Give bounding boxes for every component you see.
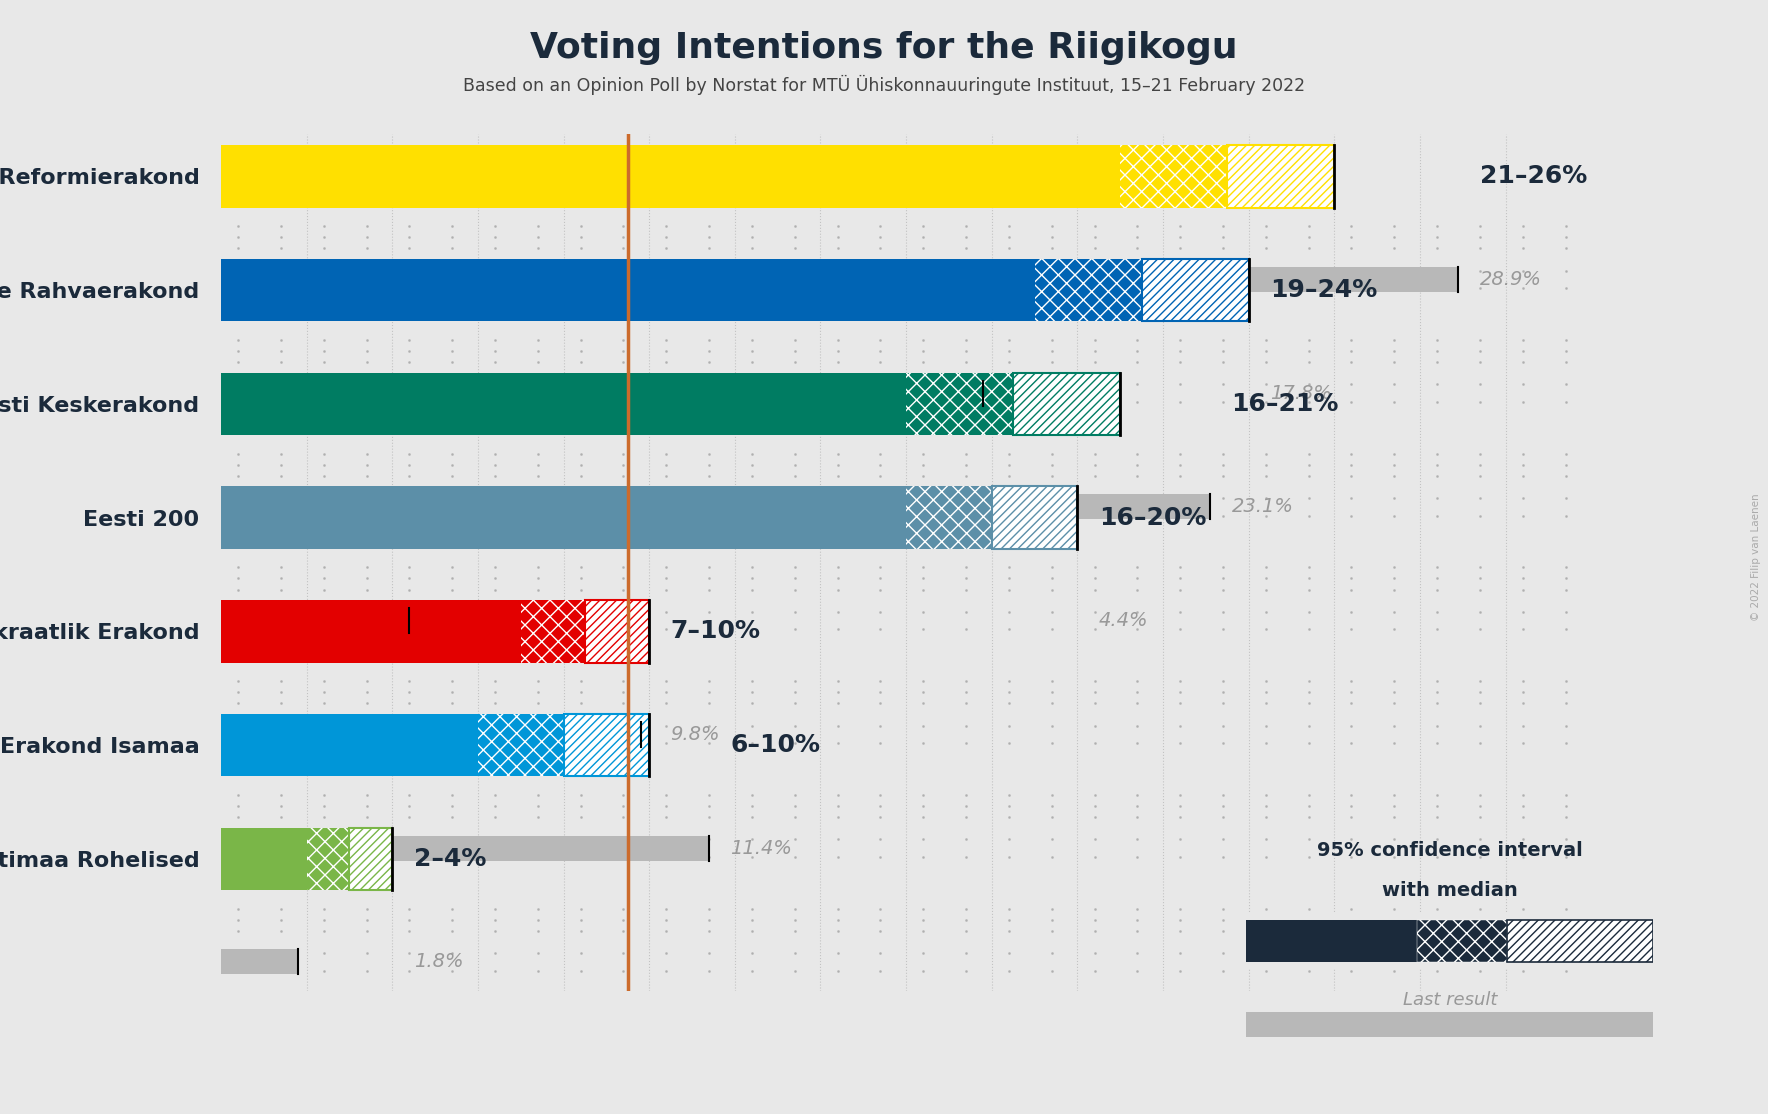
- Text: 6–10%: 6–10%: [730, 733, 820, 758]
- Bar: [1013, 372, 1121, 436]
- Bar: [1506, 920, 1653, 962]
- Bar: [221, 145, 1121, 207]
- Bar: [1246, 920, 1418, 962]
- Text: 9.8%: 9.8%: [670, 725, 720, 744]
- Bar: [907, 372, 1013, 436]
- Bar: [221, 600, 522, 663]
- Bar: [221, 608, 410, 633]
- Bar: [1246, 1013, 1653, 1037]
- Bar: [221, 714, 477, 776]
- Text: 4.4%: 4.4%: [1098, 612, 1147, 631]
- Text: Based on an Opinion Poll by Norstat for MTÜ Ühiskonnauuringute Instituut, 15–21 : Based on an Opinion Poll by Norstat for …: [463, 75, 1305, 95]
- Bar: [221, 495, 1209, 519]
- Text: 2–4%: 2–4%: [414, 847, 486, 871]
- Bar: [1121, 145, 1227, 207]
- Bar: [585, 600, 649, 663]
- Bar: [477, 714, 564, 776]
- Text: 11.4%: 11.4%: [730, 839, 792, 858]
- Bar: [1034, 258, 1142, 322]
- Text: 19–24%: 19–24%: [1269, 278, 1377, 302]
- Bar: [221, 836, 709, 861]
- Bar: [992, 487, 1077, 549]
- Text: Voting Intentions for the Riigikogu: Voting Intentions for the Riigikogu: [530, 31, 1238, 66]
- Text: 1.8%: 1.8%: [414, 952, 463, 971]
- Bar: [221, 487, 907, 549]
- Bar: [221, 372, 907, 436]
- Text: Last result: Last result: [1402, 991, 1497, 1009]
- Bar: [221, 949, 299, 975]
- Bar: [221, 381, 983, 405]
- Bar: [522, 600, 585, 663]
- Text: 23.1%: 23.1%: [1232, 497, 1294, 516]
- Bar: [221, 258, 1034, 322]
- Bar: [1227, 145, 1335, 207]
- Text: 17.8%: 17.8%: [1269, 383, 1331, 402]
- Text: 21–26%: 21–26%: [1480, 165, 1588, 188]
- Bar: [1418, 920, 1506, 962]
- Text: 16–20%: 16–20%: [1098, 506, 1206, 529]
- Bar: [350, 828, 392, 890]
- Bar: [1142, 258, 1248, 322]
- Bar: [564, 714, 649, 776]
- Text: 7–10%: 7–10%: [670, 619, 760, 644]
- Bar: [221, 266, 1459, 292]
- Text: 95% confidence interval: 95% confidence interval: [1317, 841, 1582, 860]
- Bar: [306, 828, 350, 890]
- Bar: [907, 487, 992, 549]
- Bar: [221, 828, 306, 890]
- Text: © 2022 Filip van Laenen: © 2022 Filip van Laenen: [1750, 494, 1761, 620]
- Text: 28.9%: 28.9%: [1480, 270, 1542, 289]
- Text: 16–21%: 16–21%: [1232, 392, 1338, 416]
- Text: with median: with median: [1383, 881, 1517, 900]
- Bar: [221, 722, 640, 746]
